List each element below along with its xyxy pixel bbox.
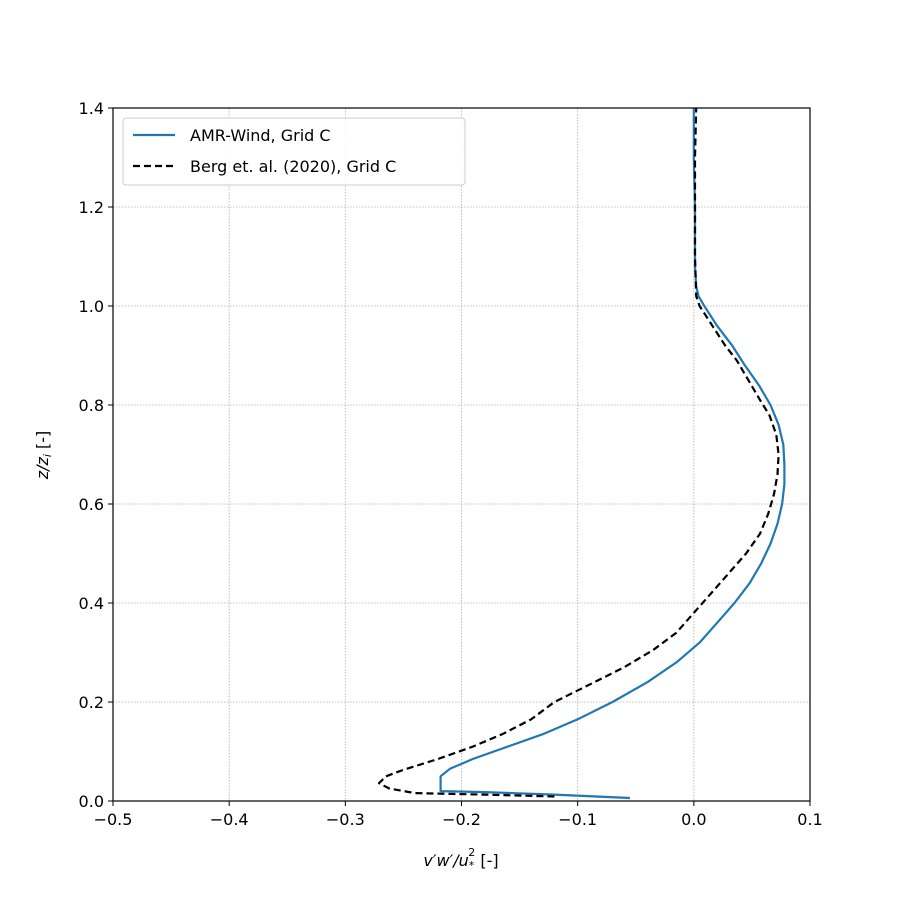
y-tick-label: 0.8: [79, 396, 104, 415]
x-tick-label: −0.5: [94, 810, 133, 829]
series-group: [377, 107, 786, 800]
legend-box: [122, 117, 466, 186]
x-tick-label: 0.0: [681, 810, 706, 829]
x-tick-label: −0.3: [326, 810, 365, 829]
x-tick-label: 0.1: [797, 810, 822, 829]
y-tick-label: 0.0: [79, 792, 104, 811]
x-axis-label: v′w′/u*2 [-]: [423, 846, 498, 872]
series-line-amr-wind: [439, 108, 786, 800]
y-tick-label: 0.6: [79, 495, 104, 514]
series-line-berg: [377, 107, 780, 798]
y-axis-label-unit: [-]: [33, 431, 52, 454]
y-axis-ticks: 0.0 0.2 0.4 0.6 0.8 1.0 1.2 1.4: [79, 99, 113, 811]
legend-label-amr-wind: AMR-Wind, Grid C: [190, 126, 331, 145]
legend-label-berg: Berg et. al. (2020), Grid C: [190, 157, 396, 176]
x-axis-label-sub: *: [469, 859, 475, 872]
y-tick-label: 1.0: [79, 297, 104, 316]
x-axis-label-sup: 2: [468, 846, 475, 859]
y-axis-label-sub: i: [41, 454, 54, 457]
y-tick-label: 0.4: [79, 594, 104, 613]
x-tick-label: −0.1: [558, 810, 597, 829]
grid: [112, 107, 811, 802]
y-tick-label: 1.2: [79, 198, 104, 217]
y-axis-label: z/zi [-]: [33, 431, 54, 481]
x-axis-label-main: v′w′/u: [423, 851, 468, 870]
legend: AMR-Wind, Grid C Berg et. al. (2020), Gr…: [122, 117, 466, 186]
x-tick-label: −0.4: [210, 810, 249, 829]
x-axis-ticks: −0.5 −0.4 −0.3 −0.2 −0.1 0.0 0.1: [94, 801, 823, 829]
x-axis-label-unit: [-]: [475, 851, 498, 870]
y-tick-label: 1.4: [79, 99, 104, 118]
y-axis-label-main: z/z: [33, 457, 52, 481]
y-tick-label: 0.2: [79, 693, 104, 712]
x-tick-label: −0.2: [442, 810, 481, 829]
